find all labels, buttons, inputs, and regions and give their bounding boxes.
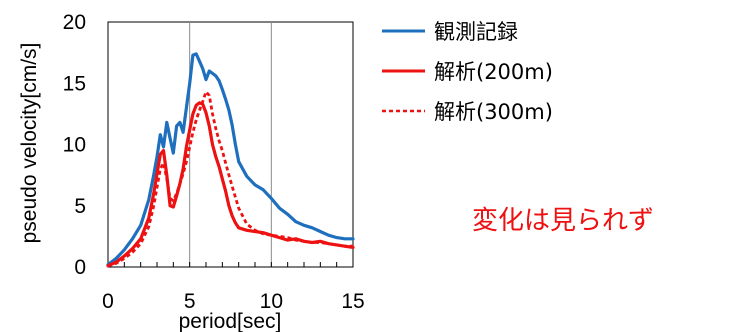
x-tick-label-0: 0 bbox=[102, 290, 114, 313]
tick-marks bbox=[123, 262, 338, 267]
y-axis-label: pseudo velocity[cm/s] bbox=[18, 43, 41, 244]
grid-lines bbox=[189, 22, 272, 267]
x-tick-label-5: 5 bbox=[184, 290, 196, 313]
series-group bbox=[106, 52, 355, 268]
tick-labels: 0 5 10 15 0 5 10 15 20 bbox=[63, 11, 365, 313]
legend-label-2: 解析(200m) bbox=[434, 60, 553, 84]
x-axis-label: period[sec] bbox=[179, 310, 282, 332]
y-tick-label-15: 15 bbox=[63, 72, 86, 95]
plot-frame bbox=[107, 21, 354, 268]
x-tick-label-10: 10 bbox=[260, 290, 283, 313]
legend-label-1: 観測記録 bbox=[434, 20, 518, 44]
plot-border bbox=[107, 21, 354, 268]
y-tick-label-10: 10 bbox=[63, 134, 86, 157]
y-tick-label-0: 0 bbox=[74, 256, 86, 279]
y-tick-label-20: 20 bbox=[63, 11, 86, 34]
series-line-1 bbox=[106, 52, 355, 267]
y-tick-label-5: 5 bbox=[74, 195, 86, 218]
series-line-3 bbox=[107, 90, 353, 268]
annotation-text: 変化は見られず bbox=[472, 206, 655, 236]
x-tick-label-15: 15 bbox=[341, 290, 364, 313]
legend-label-3: 解析(300m) bbox=[434, 100, 553, 124]
